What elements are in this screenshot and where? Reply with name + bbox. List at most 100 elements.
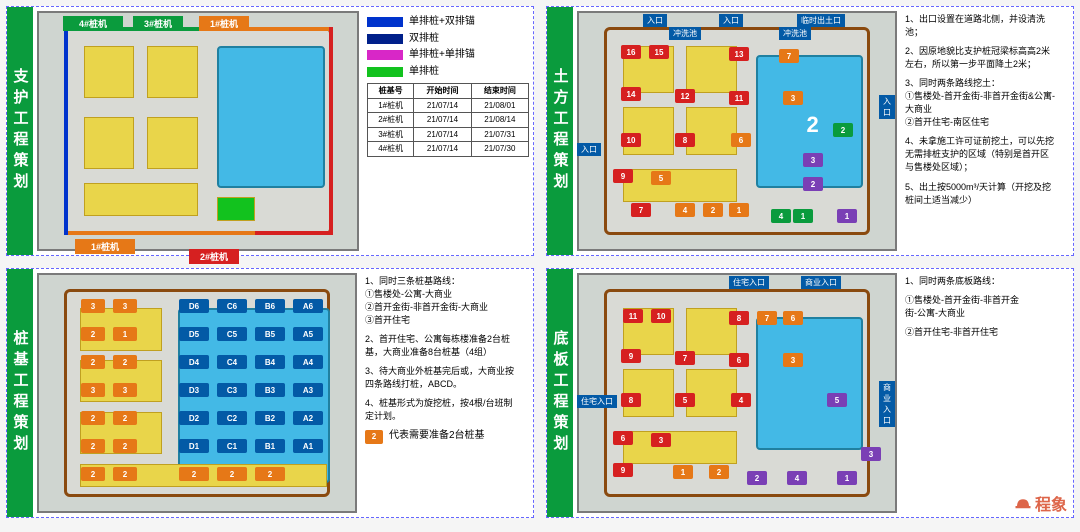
number-block: 10 <box>621 133 641 147</box>
number-block: 14 <box>621 87 641 101</box>
note-text: 5、出土按5000m³/天计算（开挖及挖桩间土适当减少） <box>905 181 1057 207</box>
big-number-2: 2 <box>807 112 819 138</box>
machine-tag: 1#桩机 <box>75 239 135 254</box>
panel-support: 支护工程策划 4#桩机3#桩机1#桩机1#桩机2#桩机 单排桩+双排锚双排桩单排… <box>6 6 534 256</box>
legend-swatch-icon <box>367 17 403 27</box>
number-block: 11 <box>623 309 643 323</box>
gate-label: 入口 <box>719 14 743 27</box>
grid-cell: 2 <box>81 411 105 425</box>
panel-piling: 桩基工程策划 33D6C6B6A621D5C5B5A522D4C4B4A433D… <box>6 268 534 518</box>
gate-label: 冲洗池 <box>669 27 701 40</box>
watermark: 程象 <box>1014 491 1067 515</box>
grid-cell: D2 <box>179 411 209 425</box>
number-block: 4 <box>731 393 751 407</box>
grid-cell: 2 <box>217 467 247 481</box>
legend-row: 单排桩+单排锚 <box>367 48 529 63</box>
note-text: ②首开住宅-非首开住宅 <box>905 326 1027 339</box>
number-block: 10 <box>651 309 671 323</box>
grid-cell: B2 <box>255 411 285 425</box>
machine-tag: 1#桩机 <box>199 16 249 31</box>
panel-title-1: 支护工程策划 <box>7 7 33 255</box>
number-block: 3 <box>783 91 803 105</box>
grid-cell: 2 <box>81 355 105 369</box>
grid-cell: 2 <box>113 467 137 481</box>
number-block: 12 <box>675 89 695 103</box>
gate-label: 商业入口 <box>879 381 895 427</box>
number-block: 7 <box>675 351 695 365</box>
grid-cell: 2 <box>113 439 137 453</box>
grid-cell: 3 <box>113 383 137 397</box>
panel-title-3: 桩基工程策划 <box>7 269 33 517</box>
th: 结束时间 <box>471 84 528 99</box>
legend-row: 单排桩 <box>367 65 529 80</box>
number-block: 6 <box>729 353 749 367</box>
legend-swatch-icon: 2 <box>365 430 383 444</box>
panel4-notes: 1、同时两条底板路线：①售楼处-首开金街-非首开金街-公寓-大商业②首开住宅-非… <box>901 269 1031 517</box>
machine-tag: 4#桩机 <box>63 16 123 31</box>
note-text: 4、桩基形式为旋挖桩，按4根/台班制定计划。 <box>365 397 517 423</box>
grid-cell: A3 <box>293 383 323 397</box>
grid-cell: A4 <box>293 355 323 369</box>
legend-label: 代表需要准备2台桩基 <box>389 429 485 444</box>
grid-cell: D4 <box>179 355 209 369</box>
note-text: 2、因原地貌比支护桩冠梁标高高2米左右，所以第一步平面降土2米； <box>905 45 1057 71</box>
legend-text: 单排桩+单排锚 <box>409 48 475 63</box>
gate-label: 入口 <box>577 143 601 156</box>
number-block: 4 <box>675 203 695 217</box>
panel-earthwork: 土方工程策划 2 入口入口临时出土口冲洗池冲洗池入口入口 16151371412… <box>546 6 1074 256</box>
panel-title-4: 底板工程策划 <box>547 269 573 517</box>
number-block: 4 <box>787 471 807 485</box>
number-block: 9 <box>613 463 633 477</box>
number-block: 2 <box>803 177 823 191</box>
number-block: 8 <box>729 311 749 325</box>
th: 桩基号 <box>368 84 414 99</box>
siteplan-4: 住宅入口商业入口住宅入口商业入口 11108769763854563912241… <box>577 273 897 513</box>
grid-cell: 2 <box>113 411 137 425</box>
grid-cell: B5 <box>255 327 285 341</box>
grid-cell: 2 <box>81 439 105 453</box>
number-block: 1 <box>673 465 693 479</box>
number-block: 15 <box>649 45 669 59</box>
grid-cell: C6 <box>217 299 247 313</box>
table-row: 4#桩机21/07/1421/07/30 <box>368 142 529 157</box>
grid-cell: A1 <box>293 439 323 453</box>
table-row: 1#桩机21/07/1421/08/01 <box>368 98 529 113</box>
number-block: 1 <box>729 203 749 217</box>
th: 开始时间 <box>414 84 471 99</box>
number-block: 6 <box>731 133 751 147</box>
panel3-notes: 1、同时三条桩基路线： ①售楼处-公寓-大商业 ②首开金街-非首开金街-大商业 … <box>361 269 521 517</box>
number-block: 1 <box>837 209 857 223</box>
grid-cell: C4 <box>217 355 247 369</box>
gate-label: 入口 <box>879 95 895 119</box>
grid-cell: 2 <box>255 467 285 481</box>
grid-cell: C1 <box>217 439 247 453</box>
panel1-side: 单排桩+双排锚双排桩单排桩+单排锚单排桩 桩基号开始时间结束时间 1#桩机21/… <box>363 7 533 255</box>
legend-row: 单排桩+双排锚 <box>367 15 529 30</box>
number-block: 8 <box>675 133 695 147</box>
grid-cell: B6 <box>255 299 285 313</box>
four-panel-grid: 支护工程策划 4#桩机3#桩机1#桩机1#桩机2#桩机 单排桩+双排锚双排桩单排… <box>6 6 1074 518</box>
grid-cell: D3 <box>179 383 209 397</box>
grid-cell: 3 <box>81 299 105 313</box>
panel-slab: 底板工程策划 住宅入口商业入口住宅入口商业入口 1110876976385456… <box>546 268 1074 518</box>
panel3-legend: 2 代表需要准备2台桩基 <box>365 429 517 444</box>
panel2-notes: 1、出口设置在道路北侧，并设清洗池； 2、因原地貌比支护桩冠梁标高高2米左右，所以… <box>901 7 1061 255</box>
note-text: 2、首开住宅、公寓每栋楼准备2台桩基，大商业准备8台桩基（4组） <box>365 333 517 359</box>
number-block: 5 <box>675 393 695 407</box>
machine-schedule-table: 桩基号开始时间结束时间 1#桩机21/07/1421/08/012#桩机21/0… <box>367 83 529 157</box>
number-block: 1 <box>793 209 813 223</box>
number-block: 5 <box>651 171 671 185</box>
grid-cell: 2 <box>179 467 209 481</box>
grid-cell: D5 <box>179 327 209 341</box>
grid-cell: 2 <box>113 355 137 369</box>
grid-cell: B1 <box>255 439 285 453</box>
gate-label: 商业入口 <box>801 276 841 289</box>
grid-cell: 3 <box>81 383 105 397</box>
legend-swatch-icon <box>367 34 403 44</box>
number-block: 9 <box>621 349 641 363</box>
number-block: 16 <box>621 45 641 59</box>
siteplan-1: 4#桩机3#桩机1#桩机1#桩机2#桩机 <box>37 11 359 251</box>
grid-cell: B4 <box>255 355 285 369</box>
number-block: 3 <box>651 433 671 447</box>
note-text: 1、出口设置在道路北侧，并设清洗池； <box>905 13 1057 39</box>
